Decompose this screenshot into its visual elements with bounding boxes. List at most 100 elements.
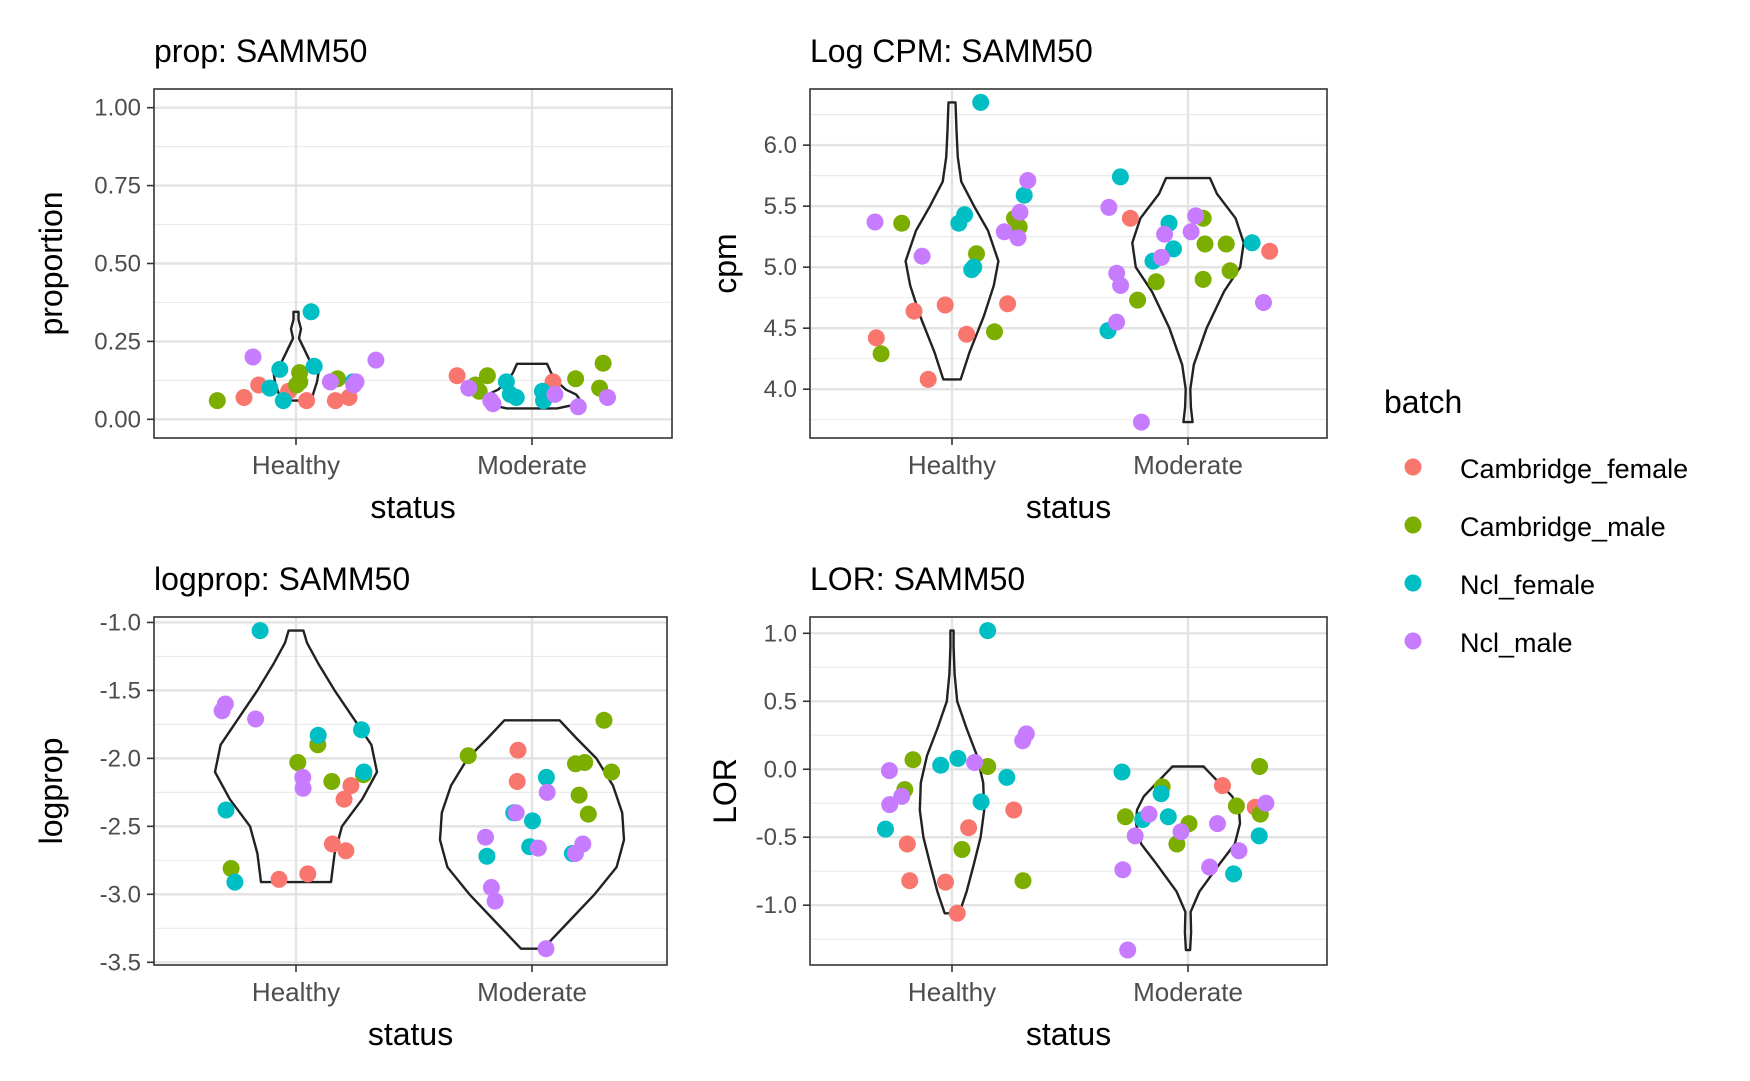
plot-background <box>154 617 667 965</box>
x-axis-label: status <box>1026 1016 1111 1052</box>
data-point <box>937 873 954 891</box>
data-point <box>298 392 316 410</box>
x-tick-label: Moderate <box>1133 977 1243 1007</box>
legend: batch Cambridge_female Cambridge_male Nc… <box>1384 384 1688 658</box>
panel-border <box>809 88 1328 439</box>
data-point <box>950 214 968 232</box>
data-point <box>1140 805 1158 823</box>
data-point <box>881 796 899 814</box>
data-point <box>1152 785 1170 803</box>
data-point <box>1196 235 1214 253</box>
data-point <box>968 245 985 263</box>
data-point <box>235 389 253 406</box>
y-tick-label: 1.0 <box>764 620 797 647</box>
data-point <box>1126 827 1144 845</box>
data-point <box>1182 223 1200 241</box>
plot-background <box>810 89 1327 438</box>
data-point <box>1019 172 1037 189</box>
x-axis-label: status <box>1026 489 1111 525</box>
data-point <box>1129 291 1147 309</box>
data-point <box>323 835 341 853</box>
y-tick-label: -2.5 <box>100 813 141 840</box>
data-point <box>1230 842 1248 860</box>
panel-title: prop: SAMM50 <box>154 33 367 69</box>
legend-key-ncl-male <box>1404 632 1422 650</box>
legend-key-cambridge-male <box>1404 516 1422 534</box>
data-point <box>251 622 269 640</box>
data-point <box>289 754 307 771</box>
data-point <box>1227 797 1245 815</box>
data-point <box>877 820 894 838</box>
data-point <box>529 839 547 857</box>
data-point <box>222 860 240 877</box>
data-point <box>1159 808 1177 826</box>
data-point <box>905 302 923 320</box>
data-point <box>1214 777 1231 795</box>
legend-item: Ncl_male <box>1404 628 1573 658</box>
data-point <box>507 804 525 822</box>
data-point <box>244 348 262 366</box>
data-point <box>546 385 564 403</box>
data-point <box>1217 235 1235 253</box>
violin-healthy <box>213 629 379 884</box>
data-point <box>486 892 504 910</box>
x-tick-label: Healthy <box>252 977 340 1007</box>
data-point <box>355 763 373 781</box>
data-point <box>1255 294 1272 311</box>
data-point <box>508 773 526 790</box>
violin-moderate <box>1134 765 1242 952</box>
data-point <box>1194 270 1212 288</box>
data-point <box>948 904 966 922</box>
data-point <box>208 392 226 410</box>
y-tick-label: 0.50 <box>94 251 141 278</box>
y-tick-label: -1.0 <box>756 892 797 919</box>
data-point <box>1221 262 1239 280</box>
data-point <box>579 805 597 823</box>
x-tick-label: Healthy <box>252 450 340 480</box>
data-point <box>960 819 978 837</box>
data-point <box>261 379 279 397</box>
data-point <box>904 751 922 769</box>
y-tick-label: -0.5 <box>756 824 797 851</box>
data-point <box>919 370 937 388</box>
data-point <box>1011 203 1029 221</box>
y-tick-label: -1.0 <box>100 609 141 636</box>
y-tick-label: -3.5 <box>100 949 141 976</box>
data-point <box>302 303 320 321</box>
legend-label: Cambridge_female <box>1460 454 1688 484</box>
chart-panel: -1.0 -0.5 0.0 0.5 1.0 Healthy Moderate LOR: SAM… <box>707 561 1328 1052</box>
legend-title: batch <box>1384 384 1462 420</box>
data-point <box>599 389 616 406</box>
y-tick-label: 0.5 <box>764 688 797 715</box>
data-point <box>509 741 527 759</box>
data-point <box>460 379 478 397</box>
x-axis-label: status <box>370 489 455 525</box>
data-point <box>958 325 976 343</box>
legend-key-cambridge-female <box>1404 458 1422 476</box>
data-point <box>986 323 1003 341</box>
data-point <box>603 763 621 781</box>
y-axis-label: logprop <box>33 738 69 845</box>
data-point <box>448 367 466 385</box>
legend-item: Cambridge_male <box>1404 512 1666 542</box>
y-tick-label: 0.25 <box>94 328 141 355</box>
violin-moderate <box>1131 176 1245 424</box>
data-point <box>323 773 341 790</box>
data-point <box>213 702 231 720</box>
x-tick-label: Moderate <box>477 977 587 1007</box>
data-point <box>1187 207 1205 225</box>
y-tick-label: -3.0 <box>100 881 141 908</box>
data-point <box>1243 234 1261 252</box>
data-point <box>309 726 327 744</box>
data-point <box>524 812 541 830</box>
data-point <box>963 261 981 279</box>
legend-key-ncl-female <box>1404 574 1422 592</box>
panel-border <box>153 616 668 966</box>
data-point <box>482 879 500 896</box>
data-point <box>507 389 525 406</box>
data-point <box>595 711 613 729</box>
panel-border <box>809 616 1328 966</box>
legend-label: Ncl_male <box>1460 628 1573 658</box>
data-point <box>979 622 997 640</box>
